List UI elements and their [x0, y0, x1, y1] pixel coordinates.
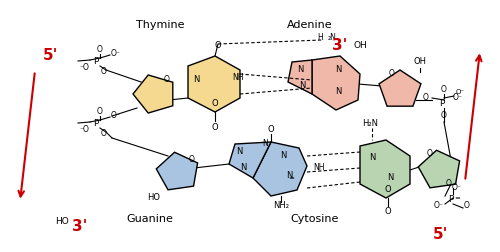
Polygon shape	[156, 152, 198, 190]
Text: N: N	[286, 172, 292, 180]
Text: N: N	[280, 151, 286, 161]
Text: =: =	[454, 195, 460, 201]
Text: OH: OH	[353, 41, 367, 50]
Text: O: O	[423, 93, 429, 103]
Text: ⁻O: ⁻O	[79, 64, 89, 73]
Text: O: O	[268, 125, 274, 135]
Text: P: P	[94, 119, 98, 129]
Text: O: O	[214, 42, 222, 50]
Polygon shape	[253, 142, 307, 196]
Text: ⁻O: ⁻O	[79, 125, 89, 135]
Text: O: O	[427, 149, 433, 159]
Text: N: N	[297, 66, 303, 75]
Polygon shape	[418, 150, 460, 188]
Text: HO: HO	[56, 217, 70, 226]
Text: O: O	[97, 46, 103, 54]
Polygon shape	[360, 140, 410, 198]
Text: N: N	[240, 164, 246, 173]
Text: N: N	[193, 75, 199, 83]
Text: O: O	[384, 185, 392, 195]
Text: NH₂: NH₂	[273, 202, 289, 210]
Text: O⁻: O⁻	[456, 89, 464, 95]
Text: H₂N: H₂N	[362, 119, 378, 129]
Text: NH: NH	[232, 74, 244, 82]
Text: OH: OH	[414, 57, 426, 67]
Text: O: O	[97, 108, 103, 116]
Text: O: O	[446, 179, 452, 188]
Text: N: N	[262, 140, 268, 148]
Text: O⁻: O⁻	[111, 111, 121, 120]
Text: O⁻: O⁻	[452, 183, 462, 193]
Text: O⁻: O⁻	[453, 93, 463, 103]
Text: HO: HO	[147, 194, 160, 203]
Text: 3': 3'	[72, 219, 88, 234]
Text: P: P	[440, 100, 444, 109]
Polygon shape	[229, 142, 271, 178]
Text: O: O	[441, 111, 447, 120]
Text: O: O	[101, 130, 107, 139]
Text: O⁻: O⁻	[111, 49, 121, 58]
Text: O: O	[389, 70, 395, 79]
Text: ₂N: ₂N	[328, 34, 336, 43]
Polygon shape	[312, 56, 360, 110]
Text: O: O	[101, 68, 107, 77]
Text: O: O	[441, 85, 447, 94]
Text: O: O	[212, 123, 218, 133]
Text: N: N	[299, 81, 305, 90]
Text: =: =	[288, 175, 294, 181]
Text: H: H	[317, 34, 323, 43]
Text: Guanine: Guanine	[126, 214, 174, 224]
Text: P: P	[94, 57, 98, 67]
Text: N: N	[369, 153, 375, 163]
Text: N: N	[335, 87, 341, 97]
Text: O: O	[384, 207, 392, 216]
Text: Cytosine: Cytosine	[291, 214, 339, 224]
Text: O: O	[164, 76, 170, 84]
Text: O: O	[189, 155, 195, 165]
Text: NH: NH	[313, 164, 325, 173]
Text: O: O	[464, 202, 470, 210]
Text: N: N	[236, 147, 242, 156]
Text: N: N	[387, 173, 393, 182]
Text: O⁻: O⁻	[434, 202, 444, 210]
Text: P: P	[448, 196, 454, 205]
Text: Thymine: Thymine	[136, 20, 184, 30]
Text: 5': 5'	[42, 48, 58, 63]
Polygon shape	[188, 56, 240, 112]
Polygon shape	[133, 75, 173, 113]
Polygon shape	[379, 70, 421, 106]
Text: O: O	[212, 100, 218, 109]
Text: 3': 3'	[332, 38, 347, 53]
Polygon shape	[288, 60, 312, 94]
Text: Adenine: Adenine	[287, 20, 333, 30]
Text: 5': 5'	[432, 227, 448, 242]
Text: N: N	[335, 66, 341, 75]
